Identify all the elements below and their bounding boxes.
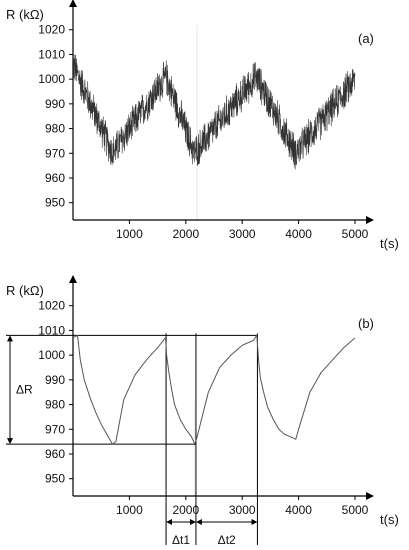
x-tick-label: 4000: [285, 503, 312, 517]
x-tick-label: 5000: [342, 227, 369, 241]
x-tick-label: 3000: [229, 503, 256, 517]
y-tick-label: 980: [45, 398, 65, 412]
y-tick-label: 990: [45, 97, 65, 111]
y-tick-label: 1010: [38, 323, 65, 337]
panel-a-x-ticks: 1000 2000 3000 4000 5000: [116, 220, 369, 241]
y-tick-label: 960: [45, 171, 65, 185]
panel-a-series-line: [72, 54, 356, 170]
delta-t1-label: Δt1: [172, 533, 190, 547]
delta-r-label: ΔR: [16, 383, 33, 397]
x-tick-label: 1000: [116, 503, 143, 517]
y-tick-label: 1020: [38, 299, 65, 313]
y-tick-label: 960: [45, 447, 65, 461]
panel-b-series-line: [72, 333, 356, 446]
x-tick-label: 2000: [172, 503, 199, 517]
x-tick-label: 5000: [342, 503, 369, 517]
y-tick-label: 970: [45, 422, 65, 436]
panel-a-y-ticks: 950 960 970 980 990 1000 1010 1020: [38, 23, 73, 210]
y-tick-label: 950: [45, 196, 65, 210]
panel-a-x-axis-label: t(s): [380, 236, 399, 251]
panel-a-tag: (a): [358, 31, 374, 46]
panel-b-chart: R (kΩ) t(s) (b) 950 960 970 980 990 1000 1010 1…: [6, 275, 399, 547]
y-tick-label: 1000: [38, 348, 65, 362]
panel-b-annotations: [6, 333, 258, 545]
panel-b-y-ticks: 950 960 970 980 990 1000 1010 1020: [38, 299, 73, 486]
panel-a-chart: R (kΩ) t(s) (a) 950 960 970 980 990 1000 1010 1…: [6, 0, 399, 251]
panel-b-tag: (b): [358, 316, 374, 331]
y-tick-label: 1020: [38, 23, 65, 37]
x-tick-label: 2000: [172, 227, 199, 241]
x-tick-label: 1000: [116, 227, 143, 241]
panel-b-x-ticks: 1000 2000 3000 4000 5000: [116, 496, 369, 517]
delta-t2-label: Δt2: [218, 533, 236, 547]
panel-b-x-axis-label: t(s): [380, 512, 399, 527]
panel-b-y-axis-label: R (kΩ): [6, 283, 44, 298]
y-tick-label: 1010: [38, 47, 65, 61]
y-tick-label: 1000: [38, 72, 65, 86]
panel-a-y-axis-label: R (kΩ): [6, 7, 44, 22]
y-tick-label: 990: [45, 373, 65, 387]
y-tick-label: 980: [45, 122, 65, 136]
y-tick-label: 950: [45, 472, 65, 486]
x-tick-label: 3000: [229, 227, 256, 241]
x-tick-label: 4000: [285, 227, 312, 241]
y-tick-label: 970: [45, 146, 65, 160]
